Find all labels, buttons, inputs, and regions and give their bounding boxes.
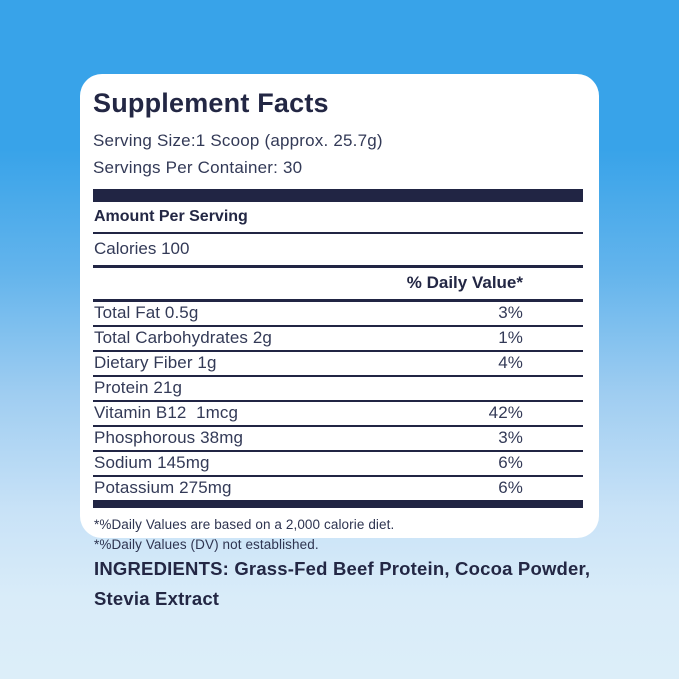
- nutrient-name: Total Fat 0.5g: [94, 303, 199, 322]
- supplement-facts-panel: Supplement Facts Serving Size:1 Scoop (a…: [80, 74, 599, 552]
- daily-value-header: % Daily Value*: [93, 268, 583, 302]
- panel-title: Supplement Facts: [93, 88, 329, 118]
- nutrient-daily-value: 42%: [488, 403, 523, 422]
- nutrient-name: Vitamin B12 1mcg: [94, 403, 239, 422]
- nutrient-daily-value: 3%: [498, 303, 523, 322]
- nutrient-name: Phosphorous 38mg: [94, 428, 244, 447]
- nutrient-name: Sodium 145mg: [94, 453, 210, 472]
- nutrient-daily-value: 3%: [498, 428, 523, 447]
- footnote-dv-not-established: *%Daily Values (DV) not established.: [94, 537, 319, 552]
- amount-per-serving-header: Amount Per Serving: [93, 202, 583, 234]
- divider-bar-bottom: [93, 502, 583, 508]
- servings-per-container: Servings Per Container: 30: [93, 158, 303, 177]
- divider-bar-top: [93, 189, 583, 202]
- nutrient-name: Total Carbohydrates 2g: [94, 328, 272, 347]
- table-row: Total Carbohydrates 2g 1%: [93, 327, 583, 352]
- nutrient-daily-value: 4%: [498, 353, 523, 372]
- nutrient-name: Potassium 275mg: [94, 478, 232, 497]
- table-row: Sodium 145mg 6%: [93, 452, 583, 477]
- table-row: Protein 21g: [93, 377, 583, 402]
- nutrient-daily-value: 1%: [498, 328, 523, 347]
- serving-size: Serving Size:1 Scoop (approx. 25.7g): [93, 131, 383, 150]
- table-row: Dietary Fiber 1g 4%: [93, 352, 583, 377]
- nutrient-daily-value: 6%: [498, 453, 523, 472]
- table-row: Total Fat 0.5g 3%: [93, 302, 583, 327]
- table-row: Phosphorous 38mg 3%: [93, 427, 583, 452]
- nutrient-name: Dietary Fiber 1g: [94, 353, 217, 372]
- nutrient-daily-value: 6%: [498, 478, 523, 497]
- nutrient-name: Protein 21g: [94, 378, 183, 397]
- footnote-daily-values: *%Daily Values are based on a 2,000 calo…: [94, 517, 395, 532]
- footnotes: *%Daily Values are based on a 2,000 calo…: [93, 515, 583, 555]
- table-row: Vitamin B12 1mcg 42%: [93, 402, 583, 427]
- table-row: Potassium 275mg 6%: [93, 477, 583, 502]
- calories-row: Calories 100: [93, 234, 583, 268]
- ingredients-text: INGREDIENTS: Grass-Fed Beef Protein, Coc…: [94, 558, 591, 609]
